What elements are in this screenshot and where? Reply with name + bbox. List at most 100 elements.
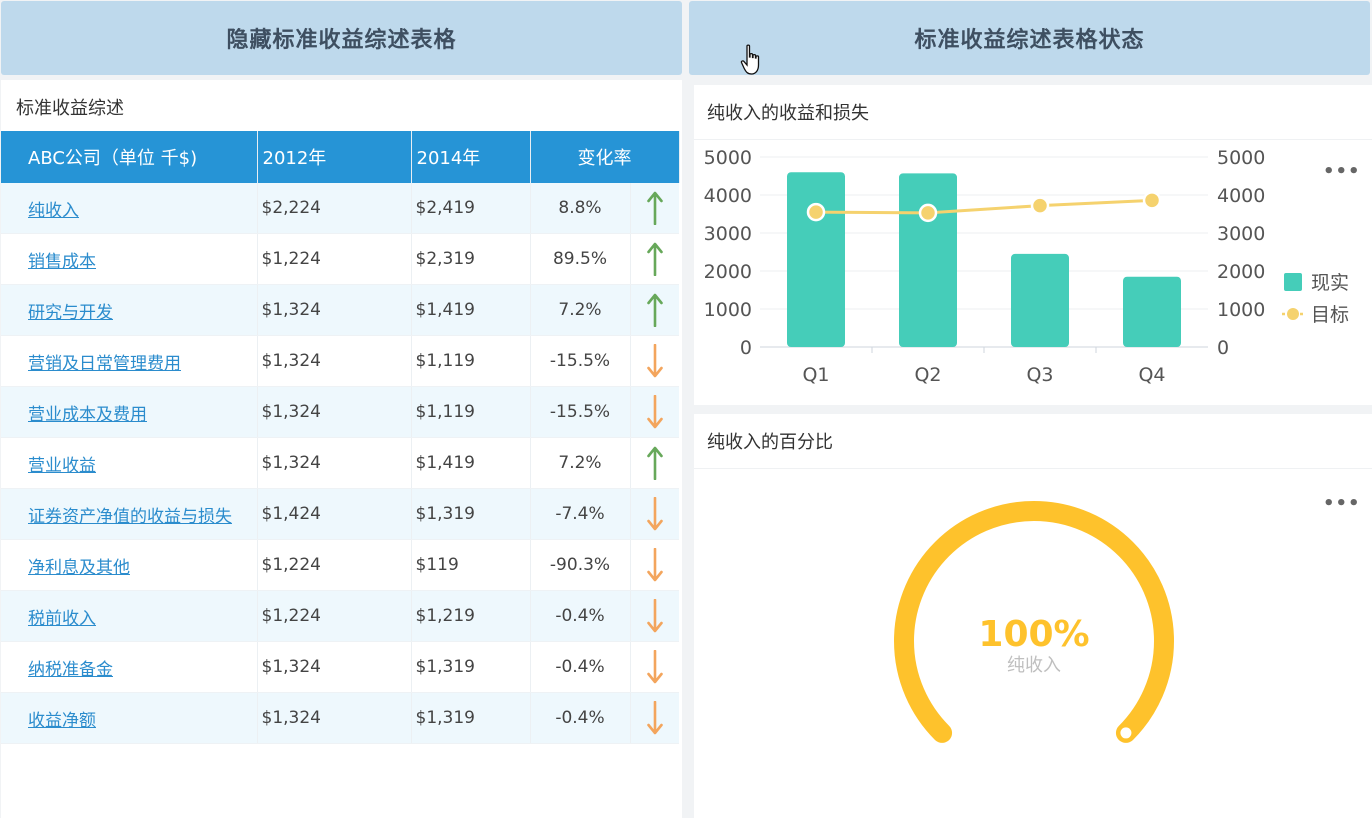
- row-name-link[interactable]: 证券资产净值的收益与损失: [28, 506, 232, 527]
- arrow-down-icon: [630, 539, 679, 591]
- value-2012: $1,324: [257, 284, 412, 336]
- change-rate: -15.5%: [530, 335, 631, 387]
- value-2012: $1,324: [257, 692, 412, 744]
- x-tick-label: Q3: [1026, 364, 1053, 386]
- x-tick-label: Q2: [914, 364, 941, 386]
- target-point: [1030, 196, 1050, 215]
- row-label-cell[interactable]: 收益净额: [1, 692, 258, 744]
- value-2012: $1,224: [257, 233, 412, 285]
- more-options-icon[interactable]: •••: [1323, 161, 1361, 182]
- value-2014: $1,319: [411, 488, 531, 540]
- row-label-cell[interactable]: 营业收益: [1, 437, 258, 489]
- change-rate: 89.5%: [530, 233, 631, 285]
- bar-chart-card: 纯收入的收益和损失 0 1000 2000 3000 4000 5000 0 1000 2000…: [694, 85, 1372, 405]
- value-2012: $1,324: [257, 641, 412, 693]
- row-name-link[interactable]: 研究与开发: [28, 302, 113, 323]
- change-rate: -0.4%: [530, 641, 631, 693]
- table-row: 研究与开发 $1,324 $1,419 7.2%: [1, 284, 679, 336]
- gauge-end-marker: [1120, 727, 1132, 739]
- value-2012: $1,324: [257, 437, 412, 489]
- table-row: 销售成本 $1,224 $2,319 89.5%: [1, 233, 679, 285]
- row-name-link[interactable]: 营销及日常管理费用: [28, 353, 181, 374]
- change-rate: -0.4%: [530, 692, 631, 744]
- row-name-link[interactable]: 纳税准备金: [28, 659, 113, 680]
- header-2012: 2012年: [257, 131, 412, 183]
- change-rate: -7.4%: [530, 488, 631, 540]
- table-header-row: ABC公司（单位 千$) 2012年 2014年 变化率: [1, 131, 680, 183]
- legend-bar-label: 现实: [1311, 272, 1349, 294]
- more-options-icon[interactable]: •••: [1323, 493, 1361, 514]
- row-name-link[interactable]: 净利息及其他: [28, 557, 130, 578]
- bar: [1123, 276, 1181, 347]
- row-label-cell[interactable]: 证券资产净值的收益与损失: [1, 488, 258, 540]
- header-company: ABC公司（单位 千$): [1, 131, 258, 183]
- arrow-up-icon: [630, 183, 679, 234]
- bar-chart: 0 1000 2000 3000 4000 5000 0 1000 2000 3000 4000 50…: [704, 147, 1349, 386]
- target-point: [918, 203, 938, 223]
- value-2014: $1,319: [411, 692, 531, 744]
- row-label-cell[interactable]: 销售成本: [1, 233, 258, 285]
- value-2012: $1,324: [257, 335, 412, 387]
- change-rate: -90.3%: [530, 539, 631, 591]
- value-2014: $1,119: [411, 386, 531, 438]
- row-label-cell[interactable]: 净利息及其他: [1, 539, 258, 591]
- table-row: 净利息及其他 $1,224 $119 -90.3%: [1, 539, 679, 591]
- arrow-up-icon: [630, 437, 679, 489]
- value-2014: $2,319: [411, 233, 531, 285]
- legend-line-marker: [1287, 308, 1299, 320]
- y2-tick-label: 1000: [1217, 299, 1265, 321]
- row-label-cell[interactable]: 纳税准备金: [1, 641, 258, 693]
- gauge-sub-label: 纯收入: [1007, 655, 1061, 676]
- row-name-link[interactable]: 纯收入: [28, 200, 79, 221]
- header-change-rate: 变化率: [530, 131, 680, 183]
- row-label-cell[interactable]: 纯收入: [1, 183, 258, 234]
- hand-cursor-icon: [740, 44, 760, 75]
- header-2014: 2014年: [411, 131, 531, 183]
- gauge-value-label: 100%: [978, 614, 1089, 655]
- y2-tick-label: 4000: [1217, 185, 1265, 207]
- change-rate: -15.5%: [530, 386, 631, 438]
- row-name-link[interactable]: 营业收益: [28, 455, 96, 476]
- legend-bar-swatch: [1284, 273, 1302, 291]
- target-point: [1142, 191, 1162, 210]
- table-row: 税前收入 $1,224 $1,219 -0.4%: [1, 590, 679, 642]
- divider: [694, 139, 1372, 140]
- row-name-link[interactable]: 营业成本及费用: [28, 404, 147, 425]
- y-tick-label: 4000: [704, 185, 752, 207]
- row-label-cell[interactable]: 研究与开发: [1, 284, 258, 336]
- table-row: 营业成本及费用 $1,324 $1,119 -15.5%: [1, 386, 679, 438]
- change-rate: 7.2%: [530, 437, 631, 489]
- value-2014: $1,419: [411, 437, 531, 489]
- value-2014: $1,319: [411, 641, 531, 693]
- bar: [899, 173, 957, 347]
- row-label-cell[interactable]: 营业成本及费用: [1, 386, 258, 438]
- hide-table-button[interactable]: 隐藏标准收益综述表格: [1, 1, 682, 75]
- bar: [1011, 253, 1069, 347]
- divider: [694, 468, 1372, 469]
- value-2012: $1,224: [257, 539, 412, 591]
- value-2014: $1,419: [411, 284, 531, 336]
- target-point: [806, 202, 826, 222]
- arrow-down-icon: [630, 641, 679, 693]
- row-name-link[interactable]: 收益净额: [28, 710, 96, 731]
- bar-chart-title: 纯收入的收益和损失: [707, 103, 869, 124]
- arrow-down-icon: [630, 590, 679, 642]
- table-row: 纯收入 $2,224 $2,419 8.8%: [1, 183, 679, 234]
- table-title: 标准收益综述: [16, 98, 124, 119]
- row-name-link[interactable]: 销售成本: [28, 251, 96, 272]
- row-label-cell[interactable]: 税前收入: [1, 590, 258, 642]
- gauge-arc: [894, 501, 1174, 743]
- value-2012: $1,224: [257, 590, 412, 642]
- legend-line-label: 目标: [1311, 304, 1349, 326]
- table-status-button[interactable]: 标准收益综述表格状态: [689, 1, 1370, 75]
- table-row: 营业收益 $1,324 $1,419 7.2%: [1, 437, 679, 489]
- change-rate: 8.8%: [530, 183, 631, 234]
- gauge-card: 纯收入的百分比 100% 纯收入 •••: [694, 414, 1372, 818]
- row-name-link[interactable]: 税前收入: [28, 608, 96, 629]
- target-line: [815, 198, 1153, 215]
- x-tick-label: Q4: [1138, 364, 1165, 386]
- y-tick-label: 1000: [704, 299, 752, 321]
- y-tick-label: 5000: [704, 147, 752, 169]
- row-label-cell[interactable]: 营销及日常管理费用: [1, 335, 258, 387]
- y2-tick-label: 2000: [1217, 261, 1265, 283]
